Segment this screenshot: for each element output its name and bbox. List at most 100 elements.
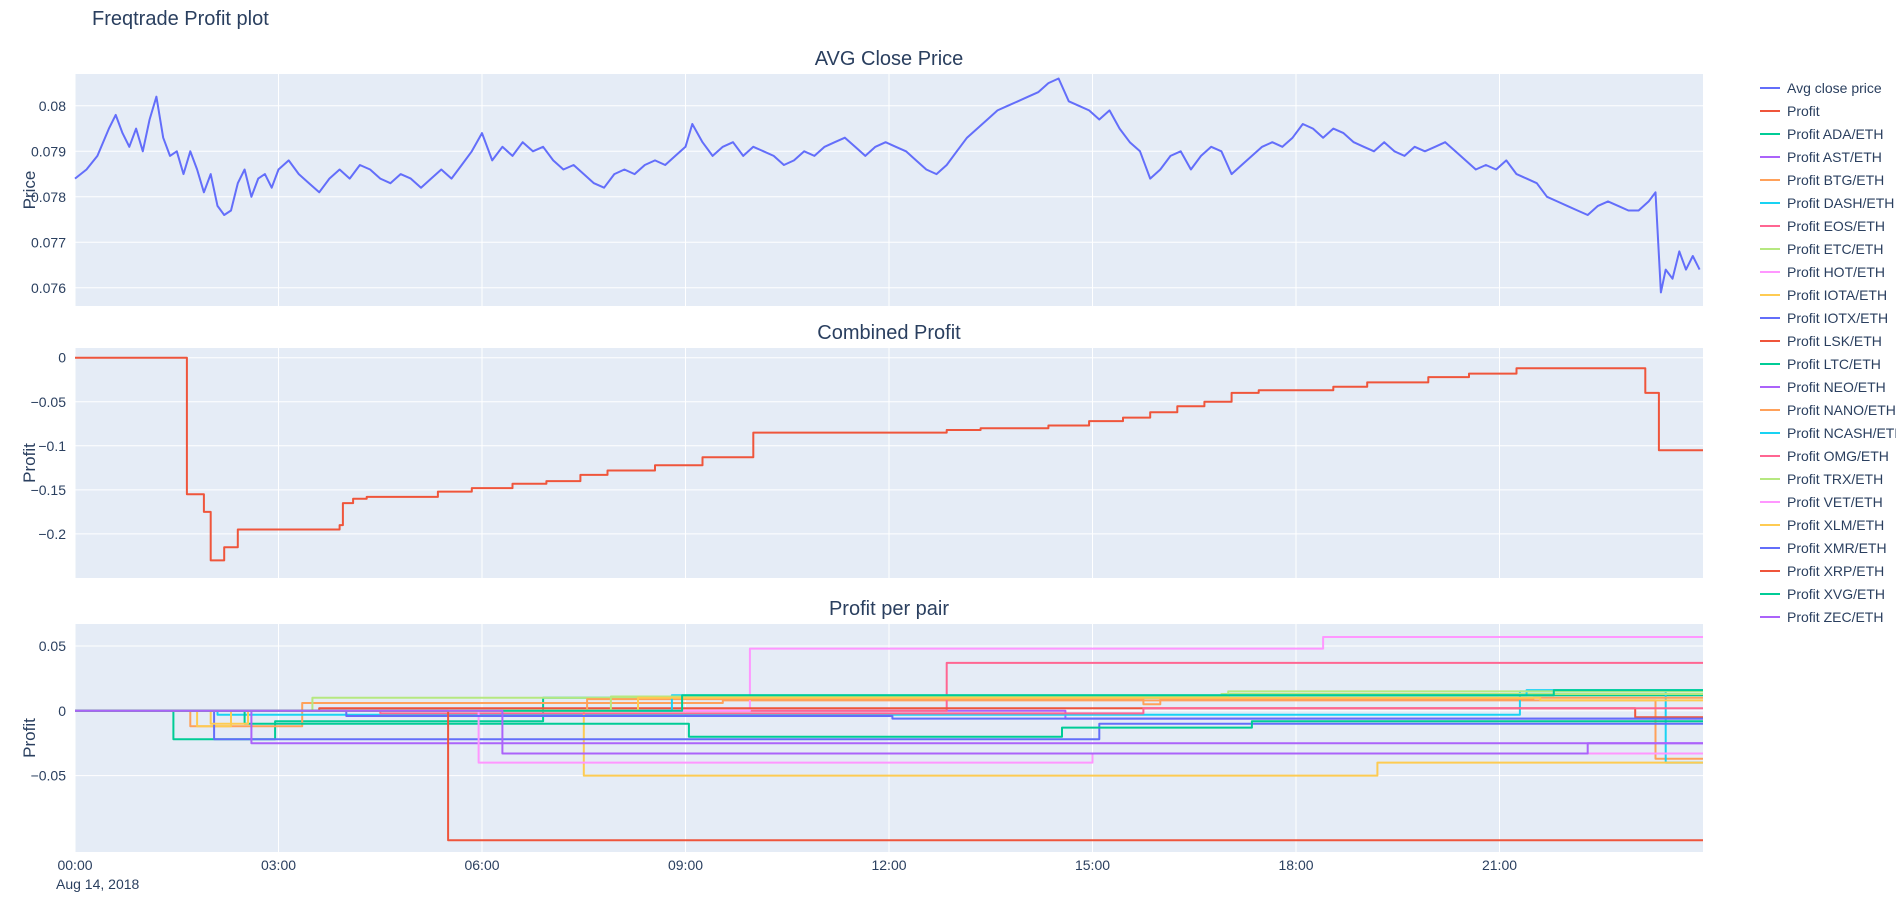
x-tick-label: 00:00 bbox=[57, 857, 93, 873]
legend-item-label: Profit ADA/ETH bbox=[1787, 125, 1884, 142]
legend-item-profit-vet-eth[interactable]: Profit VET/ETH bbox=[1760, 490, 1896, 513]
legend-item-label: Profit IOTA/ETH bbox=[1787, 286, 1888, 303]
legend-item-profit-etc-eth[interactable]: Profit ETC/ETH bbox=[1760, 237, 1896, 260]
series-profit[interactable] bbox=[75, 356, 1703, 562]
legend-line-swatch-icon bbox=[1760, 155, 1780, 158]
x-tick-label: 03:00 bbox=[260, 857, 297, 873]
series-profit-xvg-eth[interactable] bbox=[75, 689, 1703, 712]
legend-item-label: Profit LTC/ETH bbox=[1787, 355, 1881, 372]
legend-line-swatch-icon bbox=[1760, 569, 1780, 572]
legend-line-swatch-icon bbox=[1760, 362, 1780, 365]
legend-item-profit-ncash-eth[interactable]: Profit NCASH/ETH bbox=[1760, 421, 1896, 444]
legend-item-label: Profit HOT/ETH bbox=[1787, 263, 1886, 280]
legend-item-avg-close-price[interactable]: Avg close price bbox=[1760, 76, 1896, 99]
series-profit-btg-eth[interactable] bbox=[75, 699, 1703, 760]
legend-line-swatch-icon bbox=[1760, 293, 1780, 296]
legend-item-label: Profit LSK/ETH bbox=[1787, 332, 1882, 349]
legend-item-profit-xvg-eth[interactable]: Profit XVG/ETH bbox=[1760, 582, 1896, 605]
subplot-title-combined-profit: Combined Profit bbox=[817, 322, 961, 344]
legend-line-swatch-icon bbox=[1760, 615, 1780, 618]
legend-line-swatch-icon bbox=[1760, 224, 1780, 227]
legend-item-label: Profit XRP/ETH bbox=[1787, 562, 1885, 579]
legend-item-label: Profit ETC/ETH bbox=[1787, 240, 1884, 257]
legend-item-profit-iotx-eth[interactable]: Profit IOTX/ETH bbox=[1760, 306, 1896, 329]
y-tick-label: 0.078 bbox=[31, 189, 66, 205]
legend-item-profit-btg-eth[interactable]: Profit BTG/ETH bbox=[1760, 168, 1896, 191]
y-tick-label: 0.079 bbox=[31, 143, 66, 159]
legend-line-swatch-icon bbox=[1760, 431, 1780, 434]
x-tick-label: 12:00 bbox=[871, 857, 907, 873]
y-tick-label: 0 bbox=[58, 703, 66, 719]
legend-line-swatch-icon bbox=[1760, 408, 1780, 411]
profit-per-pair-chart[interactable]: 0.05 0 −0.05 bbox=[0, 624, 1896, 852]
legend: Avg close price Profit Profit ADA/ETH Profi… bbox=[1760, 76, 1896, 628]
legend-line-swatch-icon bbox=[1760, 178, 1780, 181]
legend-item-label: Profit XVG/ETH bbox=[1787, 585, 1886, 602]
legend-line-swatch-icon bbox=[1760, 247, 1780, 250]
legend-item-profit-ast-eth[interactable]: Profit AST/ETH bbox=[1760, 145, 1896, 168]
series-avg-close-price[interactable] bbox=[74, 77, 1701, 294]
legend-item-profit-xrp-eth[interactable]: Profit XRP/ETH bbox=[1760, 559, 1896, 582]
legend-item-profit-ltc-eth[interactable]: Profit LTC/ETH bbox=[1760, 352, 1896, 375]
y-tick-label: 0.08 bbox=[39, 98, 66, 114]
legend-item-profit-omg-eth[interactable]: Profit OMG/ETH bbox=[1760, 444, 1896, 467]
legend-item-profit-lsk-eth[interactable]: Profit LSK/ETH bbox=[1760, 329, 1896, 352]
legend-line-swatch-icon bbox=[1760, 500, 1780, 503]
legend-item-profit-neo-eth[interactable]: Profit NEO/ETH bbox=[1760, 375, 1896, 398]
legend-line-swatch-icon bbox=[1760, 86, 1780, 89]
legend-item-label: Profit DASH/ETH bbox=[1787, 194, 1895, 211]
legend-line-swatch-icon bbox=[1760, 109, 1780, 112]
x-tick-label: 06:00 bbox=[464, 857, 500, 873]
series-profit-zec-eth[interactable] bbox=[75, 709, 1703, 755]
legend-item-profit-zec-eth[interactable]: Profit ZEC/ETH bbox=[1760, 605, 1896, 628]
legend-line-swatch-icon bbox=[1760, 523, 1780, 526]
legend-item-label: Profit bbox=[1787, 102, 1820, 119]
legend-item-profit-ada-eth[interactable]: Profit ADA/ETH bbox=[1760, 122, 1896, 145]
legend-line-swatch-icon bbox=[1760, 270, 1780, 273]
legend-item-label: Profit EOS/ETH bbox=[1787, 217, 1886, 234]
legend-item-label: Profit NEO/ETH bbox=[1787, 378, 1886, 395]
y-tick-label: −0.1 bbox=[38, 438, 66, 454]
legend-item-profit-xmr-eth[interactable]: Profit XMR/ETH bbox=[1760, 536, 1896, 559]
legend-item-profit-eos-eth[interactable]: Profit EOS/ETH bbox=[1760, 214, 1896, 237]
x-tick-label: 18:00 bbox=[1278, 857, 1314, 873]
y-tick-label: 0 bbox=[58, 350, 66, 366]
legend-line-swatch-icon bbox=[1760, 477, 1780, 480]
y-tick-label: 0.05 bbox=[39, 638, 66, 654]
legend-item-profit-trx-eth[interactable]: Profit TRX/ETH bbox=[1760, 467, 1896, 490]
x-axis-date-label: Aug 14, 2018 bbox=[56, 876, 140, 892]
legend-item-profit-hot-eth[interactable]: Profit HOT/ETH bbox=[1760, 260, 1896, 283]
legend-item-profit-xlm-eth[interactable]: Profit XLM/ETH bbox=[1760, 513, 1896, 536]
y-tick-label: −0.2 bbox=[38, 526, 66, 542]
legend-item-profit-dash-eth[interactable]: Profit DASH/ETH bbox=[1760, 191, 1896, 214]
y-tick-label: 0.076 bbox=[31, 280, 66, 296]
legend-item-label: Profit ZEC/ETH bbox=[1787, 608, 1884, 625]
avg-close-price-chart[interactable]: 0.076 0.077 0.078 0.079 0.08 bbox=[0, 74, 1896, 306]
y-tick-label: 0.077 bbox=[31, 234, 66, 250]
x-tick-label: 09:00 bbox=[667, 857, 704, 873]
y-tick-label: −0.05 bbox=[31, 768, 67, 784]
legend-line-swatch-icon bbox=[1760, 385, 1780, 388]
series-profit-ltc-eth[interactable] bbox=[75, 709, 1703, 738]
x-tick-label: 15:00 bbox=[1074, 857, 1111, 873]
x-axis: 00:00 03:00 06:00 09:00 12:00 15:00 18:00 21:00 bbox=[0, 857, 1896, 875]
legend-item-label: Profit NCASH/ETH bbox=[1787, 424, 1896, 441]
y-tick-label: −0.15 bbox=[31, 482, 67, 498]
legend-item-label: Profit VET/ETH bbox=[1787, 493, 1883, 510]
legend-item-label: Profit XMR/ETH bbox=[1787, 539, 1887, 556]
legend-line-swatch-icon bbox=[1760, 339, 1780, 342]
legend-line-swatch-icon bbox=[1760, 201, 1780, 204]
legend-line-swatch-icon bbox=[1760, 316, 1780, 319]
legend-item-profit-iota-eth[interactable]: Profit IOTA/ETH bbox=[1760, 283, 1896, 306]
legend-line-swatch-icon bbox=[1760, 546, 1780, 549]
legend-item-label: Profit OMG/ETH bbox=[1787, 447, 1889, 464]
legend-line-swatch-icon bbox=[1760, 454, 1780, 457]
legend-item-profit[interactable]: Profit bbox=[1760, 99, 1896, 122]
y-tick-label: −0.05 bbox=[31, 394, 67, 410]
combined-profit-chart[interactable]: 0 −0.05 −0.1 −0.15 −0.2 bbox=[0, 348, 1896, 578]
legend-item-profit-nano-eth[interactable]: Profit NANO/ETH bbox=[1760, 398, 1896, 421]
legend-item-label: Profit XLM/ETH bbox=[1787, 516, 1885, 533]
figure-title: Freqtrade Profit plot bbox=[92, 8, 269, 30]
legend-item-label: Avg close price bbox=[1787, 79, 1882, 96]
